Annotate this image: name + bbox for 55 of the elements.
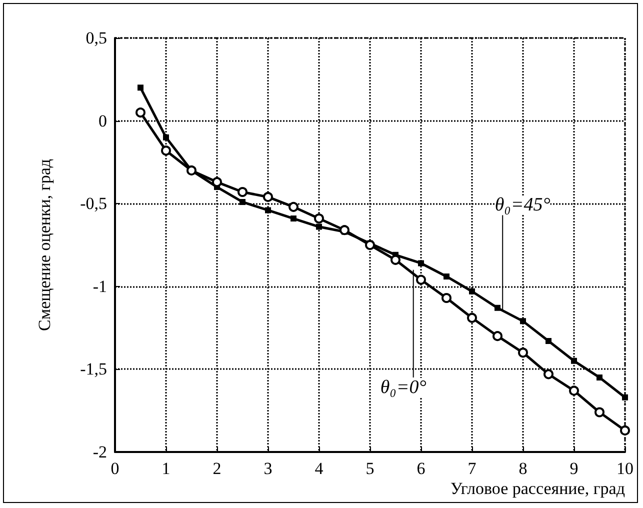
x-tick-label: 8 [518,459,528,478]
point [416,274,426,285]
x-tick-label: 2 [212,459,222,478]
y-tick-label: -1,5 [80,360,107,379]
point [365,240,375,250]
point [622,394,628,400]
point [138,84,144,91]
y-tick-label: -1 [92,276,107,296]
x-tick-label: 0 [110,459,120,478]
point [161,146,171,156]
point [492,331,502,342]
point [265,207,271,214]
point [418,260,424,266]
point [163,134,169,140]
point [444,273,450,280]
point [569,386,579,396]
point [390,254,400,265]
point [467,312,477,323]
point [494,304,500,311]
annotation: θ₀=45° [494,194,551,216]
x-tick-label: 1 [162,459,170,478]
point [620,425,630,436]
point [314,214,324,224]
point [520,318,526,324]
point [316,224,322,230]
x-tick-label: 10 [616,459,634,478]
point [238,187,248,198]
point [136,108,146,118]
annotation: θ₀=0° [380,376,427,398]
point [263,192,273,202]
point [546,338,552,344]
y-axis-title: Смещение оценки, град [35,158,54,332]
y-tick-label: -0,5 [80,194,107,214]
x-tick-label: 6 [416,459,426,478]
point [596,374,602,380]
point [571,358,577,364]
y-tick-label: 0,5 [86,28,107,48]
y-tick-label: -2 [92,442,107,462]
point [469,288,475,294]
x-tick-label: 9 [570,459,578,478]
x-tick-label: 3 [264,459,272,478]
point [212,177,222,188]
x-tick-label: 4 [314,459,324,478]
point [340,225,350,236]
x-axis-title: Угловое рассеяние, град [450,479,626,498]
point [240,198,246,205]
y-tick-label: 0 [98,111,107,130]
point [544,369,554,380]
x-tick-label: 5 [366,459,374,478]
point [290,216,296,222]
point [594,407,604,418]
x-tick-label: 7 [468,459,477,478]
point [442,292,452,303]
point [518,348,528,358]
point [288,202,298,212]
